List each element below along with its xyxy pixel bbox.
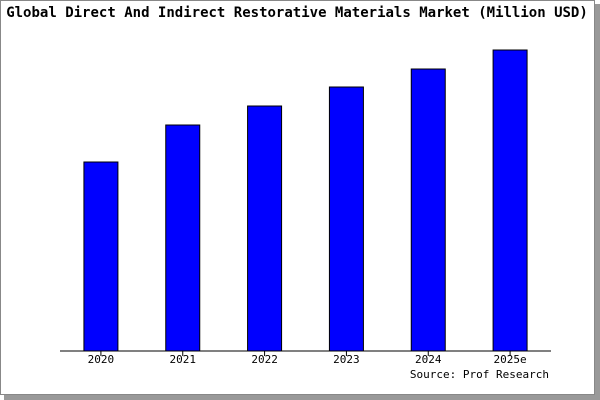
shadow <box>4 395 600 400</box>
bar <box>247 105 283 352</box>
bar <box>410 68 446 352</box>
source: Source: Prof Research <box>410 368 549 381</box>
x-tick-label: 2025e <box>494 353 527 366</box>
x-tick-label: 2020 <box>88 353 115 366</box>
x-tick-label: 2024 <box>415 353 442 366</box>
bar <box>328 86 364 352</box>
x-tick-label: 2023 <box>333 353 360 366</box>
plot-area <box>60 50 551 351</box>
x-tick-label: 2022 <box>251 353 278 366</box>
x-tick-label: 2021 <box>170 353 197 366</box>
shadow <box>595 4 600 400</box>
bar <box>492 49 528 352</box>
bar <box>165 124 201 352</box>
bar <box>83 161 119 352</box>
chart-title: Global Direct And Indirect Restorative M… <box>6 5 588 21</box>
